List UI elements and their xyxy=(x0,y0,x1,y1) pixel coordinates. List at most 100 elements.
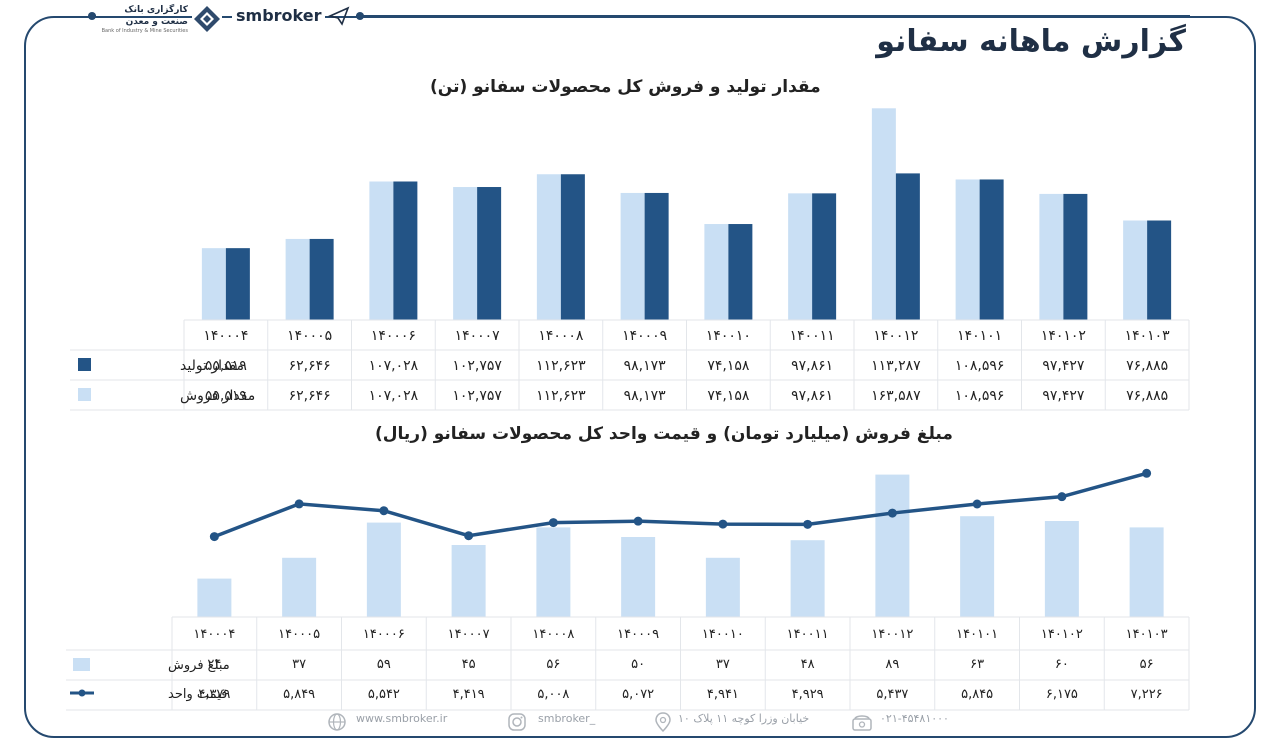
bar-production xyxy=(225,248,250,320)
data-label-production: ۱۱۳,۲۸۷ xyxy=(871,358,921,374)
bank-subtitle: Bank of Industry & Mine Securities xyxy=(101,28,188,34)
header-dot-right xyxy=(356,12,364,20)
chart2-title: مبلغ فروش (میلیارد تومان) و قیمت واحد کل… xyxy=(375,424,953,444)
data-label-unit-price: ۵,۸۴۵ xyxy=(961,687,993,702)
legend-label-sales: مقدار فروش xyxy=(180,388,255,404)
data-label-sales-amount: ۳۷ xyxy=(292,657,306,672)
bar-production xyxy=(979,179,1004,320)
bar-production xyxy=(1147,220,1172,320)
bar-production xyxy=(477,187,502,320)
data-label-sales: ۱۱۲,۶۲۳ xyxy=(536,388,586,404)
data-label-production: ۱۱۲,۶۲۳ xyxy=(536,358,586,374)
data-label-sales: ۹۷,۴۲۷ xyxy=(1042,388,1085,404)
x-tick-label: ۱۴۰۰۱۰ xyxy=(702,627,744,642)
x-tick-label: ۱۴۰۰۰۶ xyxy=(371,328,416,344)
data-label-sales: ۶۲,۶۴۶ xyxy=(289,388,331,404)
data-label-sales-amount: ۵۶ xyxy=(1140,657,1154,672)
instagram-icon xyxy=(508,713,526,731)
point-unit-price xyxy=(1057,492,1067,502)
bar-sales xyxy=(453,187,478,320)
legend-swatch-sales-amount xyxy=(73,658,90,671)
bar-sales-amount xyxy=(621,537,656,617)
bank-name: کارگزاری بانک صنعت و معدن xyxy=(124,5,188,27)
point-unit-price xyxy=(464,531,474,541)
data-label-unit-price: ۶,۱۷۵ xyxy=(1046,687,1078,702)
bar-production xyxy=(812,193,837,320)
point-unit-price xyxy=(718,519,728,529)
x-tick-label: ۱۴۰۰۰۸ xyxy=(532,627,574,642)
bar-sales xyxy=(620,192,645,320)
bar-production xyxy=(1063,193,1088,320)
data-label-sales-amount: ۸۹ xyxy=(885,657,899,672)
data-label-production: ۵۵,۵۱۹ xyxy=(205,358,247,374)
bar-production xyxy=(895,173,920,320)
data-label-unit-price: ۵,۰۷۲ xyxy=(622,687,654,702)
data-label-unit-price: ۴,۹۴۱ xyxy=(707,687,739,702)
bar-sales xyxy=(704,224,729,320)
data-label-unit-price: ۵,۴۳۷ xyxy=(876,687,908,702)
x-tick-label: ۱۴۰۰۰۵ xyxy=(287,328,332,344)
bank-logo-icon xyxy=(192,4,222,34)
x-tick-label: ۱۴۰۰۰۴ xyxy=(193,627,235,642)
data-label-sales-amount: ۶۰ xyxy=(1055,657,1069,672)
data-label-unit-price: ۵,۸۴۹ xyxy=(283,687,315,702)
data-label-unit-price: ۴,۹۲۹ xyxy=(792,687,824,702)
legend-label-production: مقدار تولید xyxy=(180,358,244,374)
data-label-unit-price: ۴,۴۱۹ xyxy=(453,687,485,702)
bar-sales xyxy=(369,181,394,320)
bar-sales-amount xyxy=(282,557,317,617)
production-sales-chart: ۱۴۰۰۰۴ ۵۵,۵۱۹ ۵۵,۵۱۹ ۱۴۰۰۰۵ ۶۲,۶۴۶ ۶۲,۶۴۶ ۱۴۰۰… xyxy=(70,108,1190,411)
bar-sales-amount xyxy=(536,527,571,617)
x-tick-label: ۱۴۰۰۰۶ xyxy=(363,627,405,642)
x-tick-label: ۱۴۰۰۱۰ xyxy=(706,328,751,344)
bar-production xyxy=(309,238,334,320)
bar-production xyxy=(560,174,585,320)
brand-name[interactable]: smbroker xyxy=(232,6,326,25)
bar-sales-amount xyxy=(960,516,995,617)
point-unit-price xyxy=(379,506,389,516)
bar-production xyxy=(644,192,669,320)
x-tick-label: ۱۴۰۰۰۵ xyxy=(278,627,320,642)
footer-website[interactable]: www.smbroker.ir xyxy=(356,712,448,725)
data-label-unit-price: ۴,۳۷۹ xyxy=(198,687,230,702)
data-label-sales: ۷۴,۱۵۸ xyxy=(707,388,750,404)
globe-icon xyxy=(328,713,346,731)
bar-sales-amount xyxy=(1044,521,1079,617)
data-label-unit-price: ۷,۲۲۶ xyxy=(1131,687,1163,702)
data-label-sales-amount: ۵۶ xyxy=(546,657,560,672)
data-label-sales: ۱۰۲,۷۵۷ xyxy=(452,388,502,404)
data-label-unit-price: ۵,۰۰۸ xyxy=(537,687,569,702)
legend-label-sales-amount: مبلغ فروش xyxy=(168,658,230,673)
bar-production xyxy=(393,181,418,320)
legend-label-unit-price: قیمت واحد xyxy=(168,687,227,702)
location-pin-icon xyxy=(655,712,671,733)
data-label-sales: ۱۰۸,۵۹۶ xyxy=(955,388,1005,404)
point-unit-price xyxy=(548,518,558,528)
data-label-production: ۹۸,۱۷۳ xyxy=(624,358,667,374)
data-label-sales-amount: ۴۸ xyxy=(801,657,815,672)
x-tick-label: ۱۴۰۰۰۹ xyxy=(622,328,667,344)
data-label-sales-amount: ۳۷ xyxy=(716,657,730,672)
bar-sales-amount xyxy=(366,522,401,617)
bar-sales-amount xyxy=(790,540,825,617)
x-tick-label: ۱۴۰۱۰۳ xyxy=(1126,627,1168,642)
point-unit-price xyxy=(1142,468,1152,478)
x-tick-label: ۱۴۰۱۰۲ xyxy=(1041,627,1083,642)
x-tick-label: ۱۴۰۰۰۹ xyxy=(617,627,659,642)
footer-instagram[interactable]: smbroker_ xyxy=(538,712,596,725)
bar-sales xyxy=(1123,220,1148,320)
point-unit-price xyxy=(972,499,982,509)
data-label-sales: ۱۰۷,۰۲۸ xyxy=(369,388,419,404)
x-tick-label: ۱۴۰۰۱۲ xyxy=(873,328,918,344)
data-label-unit-price: ۵,۵۴۲ xyxy=(368,687,400,702)
x-tick-label: ۱۴۰۱۰۳ xyxy=(1125,328,1171,344)
data-label-production: ۹۷,۸۶۱ xyxy=(791,358,833,374)
x-tick-label: ۱۴۰۱۰۱ xyxy=(957,328,1002,344)
footer-icons xyxy=(328,712,872,733)
footer-phone[interactable]: ۰۲۱-۴۵۴۸۱۰۰۰ xyxy=(880,712,949,725)
bar-sales xyxy=(955,179,980,320)
x-tick-label: ۱۴۰۰۰۸ xyxy=(538,328,584,344)
data-label-sales: ۵۵,۵۱۹ xyxy=(205,388,247,404)
legend-marker-unit-price xyxy=(78,689,86,697)
data-label-sales-amount: ۵۹ xyxy=(377,657,391,672)
